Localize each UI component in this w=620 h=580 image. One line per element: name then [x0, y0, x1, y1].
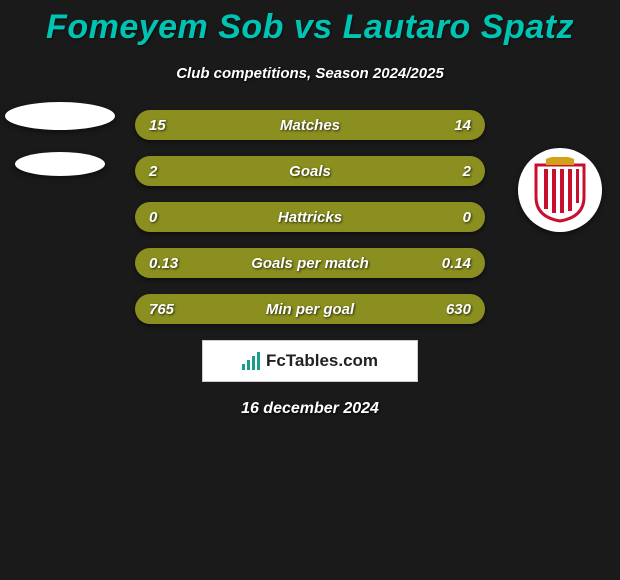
stat-label: Hattricks [135, 209, 485, 226]
stat-left-value: 15 [149, 117, 166, 134]
player-left-badge [0, 102, 120, 222]
stat-row: 0 Hattricks 0 [135, 202, 485, 232]
player-right-badge [500, 148, 620, 268]
source-logo-box: FcTables.com [202, 340, 418, 382]
stat-left-value: 0 [149, 209, 157, 226]
stat-right-value: 0.14 [442, 255, 471, 272]
comparison-stage: 15 Matches 14 2 Goals 2 0 Hattricks 0 0.… [0, 110, 620, 418]
stat-rows: 15 Matches 14 2 Goals 2 0 Hattricks 0 0.… [135, 110, 485, 324]
club-crest [518, 148, 602, 232]
stat-right-value: 14 [454, 117, 471, 134]
stat-left-value: 2 [149, 163, 157, 180]
stat-row: 2 Goals 2 [135, 156, 485, 186]
comparison-subtitle: Club competitions, Season 2024/2025 [0, 65, 620, 82]
bars-chart-icon [242, 352, 260, 370]
comparison-title: Fomeyem Sob vs Lautaro Spatz [0, 0, 620, 47]
stat-row: 0.13 Goals per match 0.14 [135, 248, 485, 278]
stat-left-value: 0.13 [149, 255, 178, 272]
placeholder-ellipse [15, 152, 105, 176]
stat-left-value: 765 [149, 301, 174, 318]
placeholder-ellipse [5, 102, 115, 130]
stat-right-value: 630 [446, 301, 471, 318]
stat-row: 765 Min per goal 630 [135, 294, 485, 324]
stat-right-value: 2 [463, 163, 471, 180]
stat-label: Goals [135, 163, 485, 180]
stat-label: Matches [135, 117, 485, 134]
stat-label: Goals per match [135, 255, 485, 272]
stat-label: Min per goal [135, 301, 485, 318]
snapshot-date: 16 december 2024 [0, 400, 620, 418]
shield-crest-icon [532, 157, 588, 223]
stat-right-value: 0 [463, 209, 471, 226]
source-logo-text: FcTables.com [266, 351, 378, 371]
stat-row: 15 Matches 14 [135, 110, 485, 140]
